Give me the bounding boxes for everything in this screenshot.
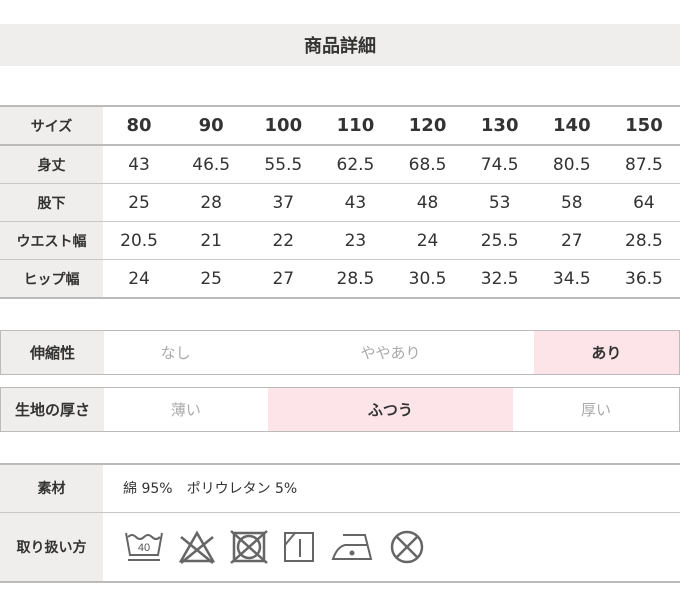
table-row: ウエスト幅 20.5 21 22 23 24 25.5 27 28.5 xyxy=(0,221,680,260)
value-cell: 53 xyxy=(463,183,536,222)
value-cell: 55.5 xyxy=(247,145,320,184)
material-care-table: 素材 綿 95% ポリウレタン 5% 取り扱い方 40 xyxy=(0,463,680,583)
value-cell: 64 xyxy=(607,183,680,222)
value-cell: 22 xyxy=(247,221,320,260)
material-label: 素材 xyxy=(0,464,103,513)
value-cell: 24 xyxy=(391,221,464,260)
stretch-option: ややあり xyxy=(360,344,421,362)
value-cell: 28.5 xyxy=(319,259,392,299)
size-table: サイズ 80 90 100 110 120 130 140 150 身丈 43 46… xyxy=(0,105,680,299)
value-cell: 25 xyxy=(175,259,248,299)
page-title: 商品詳細 xyxy=(0,24,680,66)
no-bleach-icon xyxy=(178,530,216,564)
material-value: 綿 95% ポリウレタン 5% xyxy=(103,464,680,513)
size-cell: 120 xyxy=(391,106,464,146)
value-cell: 27 xyxy=(535,221,608,260)
thickness-label: 生地の厚さ xyxy=(0,387,104,432)
thickness-option: 厚い xyxy=(581,401,612,419)
stretch-label: 伸縮性 xyxy=(0,330,104,375)
thickness-option: 薄い xyxy=(170,401,201,419)
value-cell: 62.5 xyxy=(319,145,392,184)
no-tumble-dry-icon xyxy=(230,529,268,564)
value-cell: 87.5 xyxy=(607,145,680,184)
table-header-row: サイズ 80 90 100 110 120 130 140 150 xyxy=(0,106,680,146)
size-cell: 110 xyxy=(319,106,392,146)
value-cell: 23 xyxy=(319,221,392,260)
value-cell: 37 xyxy=(247,183,320,222)
stretch-row: 伸縮性 なし ややあり あり xyxy=(0,330,680,375)
table-row: 身丈 43 46.5 55.5 62.5 68.5 74.5 80.5 87.5 xyxy=(0,145,680,184)
size-cell: 140 xyxy=(535,106,608,146)
care-icons: 40 xyxy=(123,529,680,565)
thickness-option-selected: ふつう xyxy=(267,387,514,432)
row-label: 身丈 xyxy=(0,145,103,184)
value-cell: 21 xyxy=(175,221,248,260)
table-row: ヒップ幅 24 25 27 28.5 30.5 32.5 34.5 36.5 xyxy=(0,259,680,299)
shade-line-dry-icon xyxy=(284,531,314,562)
value-cell: 32.5 xyxy=(463,259,536,299)
table-row: 股下 25 28 37 43 48 53 58 64 xyxy=(0,183,680,222)
value-cell: 46.5 xyxy=(175,145,248,184)
value-cell: 68.5 xyxy=(391,145,464,184)
care-label: 取り扱い方 xyxy=(0,512,103,583)
value-cell: 28 xyxy=(175,183,248,222)
value-cell: 74.5 xyxy=(463,145,536,184)
row-label: サイズ xyxy=(0,106,103,146)
value-cell: 25 xyxy=(103,183,176,222)
value-cell: 43 xyxy=(103,145,176,184)
value-cell: 80.5 xyxy=(535,145,608,184)
wash-40-icon: 40 xyxy=(125,532,163,561)
svg-text:40: 40 xyxy=(138,542,150,554)
size-cell: 80 xyxy=(103,106,176,146)
value-cell: 20.5 xyxy=(103,221,176,260)
value-cell: 24 xyxy=(103,259,176,299)
row-label: 股下 xyxy=(0,183,103,222)
stretch-option-selected: あり xyxy=(533,330,680,375)
value-cell: 25.5 xyxy=(463,221,536,260)
iron-low-icon xyxy=(331,533,373,560)
thickness-row: 生地の厚さ 薄い ふつう 厚い xyxy=(0,387,680,432)
value-cell: 30.5 xyxy=(391,259,464,299)
row-label: ヒップ幅 xyxy=(0,259,103,299)
size-cell: 100 xyxy=(247,106,320,146)
value-cell: 43 xyxy=(319,183,392,222)
value-cell: 36.5 xyxy=(607,259,680,299)
value-cell: 34.5 xyxy=(535,259,608,299)
stretch-option: なし xyxy=(160,344,191,362)
size-cell: 90 xyxy=(175,106,248,146)
size-cell: 130 xyxy=(463,106,536,146)
value-cell: 28.5 xyxy=(607,221,680,260)
no-dry-clean-icon xyxy=(390,530,424,563)
size-cell: 150 xyxy=(607,106,680,146)
value-cell: 58 xyxy=(535,183,608,222)
value-cell: 27 xyxy=(247,259,320,299)
value-cell: 48 xyxy=(391,183,464,222)
row-label: ウエスト幅 xyxy=(0,221,103,260)
